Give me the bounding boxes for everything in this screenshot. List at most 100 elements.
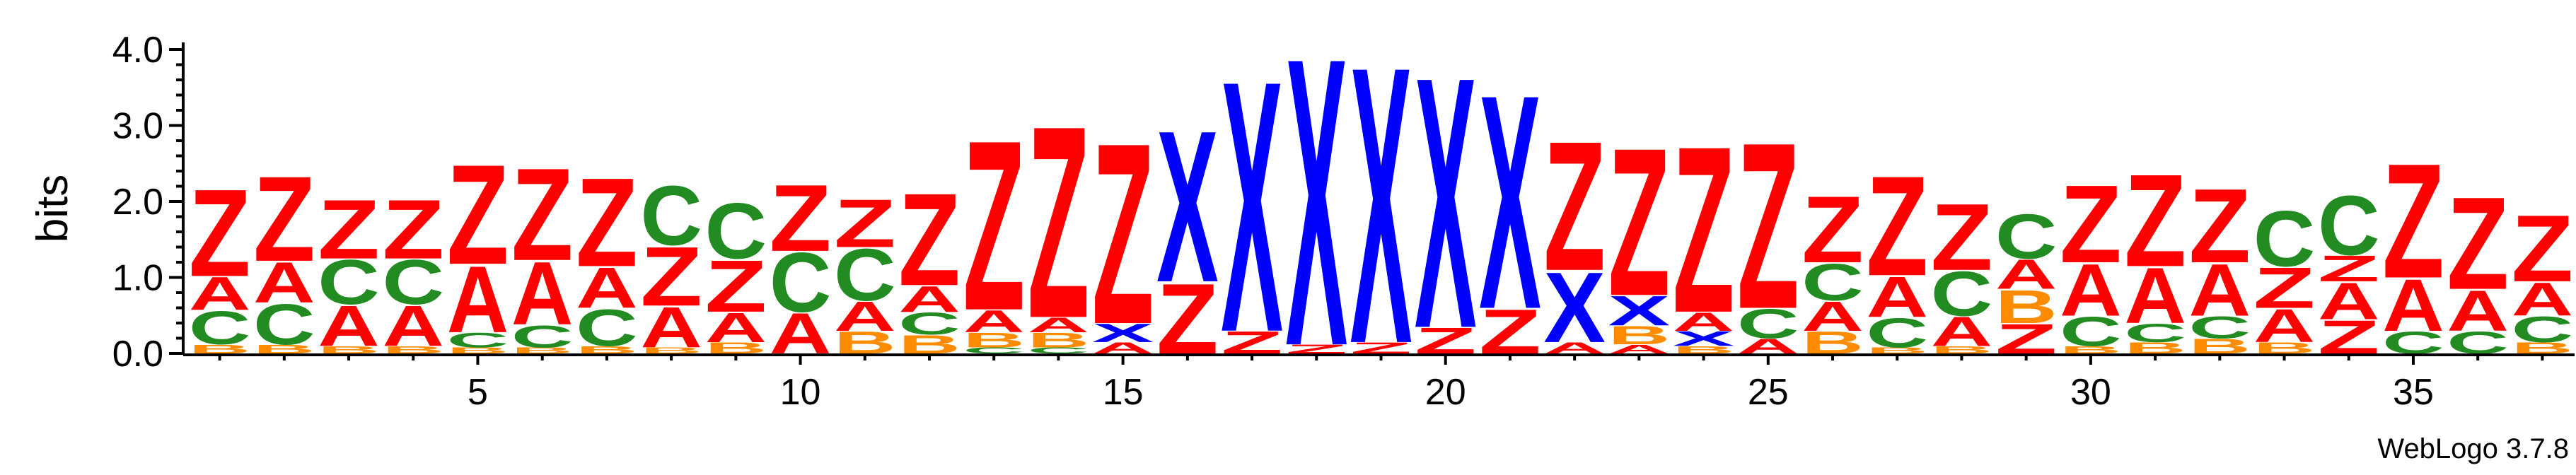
logo-glyph-Z: Z — [1608, 104, 1671, 340]
logo-glyph-Z: Z — [1737, 93, 1799, 358]
logo-glyph-Z: Z — [2382, 129, 2444, 312]
logo-glyph-Z: Z — [2318, 247, 2380, 289]
logo-glyph-Z: Z — [576, 152, 638, 293]
logo-glyph-Z: Z — [770, 165, 832, 271]
logo-glyph-A: A — [2447, 278, 2509, 343]
y-tick-label: 0.0 — [112, 334, 163, 375]
logo-glyph-Z: Z — [382, 182, 444, 276]
logo-glyph-Z: Z — [2124, 147, 2186, 295]
logo-glyph-C: C — [834, 234, 896, 316]
logo-glyph-C: C — [1931, 258, 1993, 329]
axis-layer: 0.0 1.0 2.0 3.0 4.0 5 10 15 20 25 30 35 — [112, 30, 2575, 413]
logo-glyph-A: A — [1931, 308, 1993, 356]
logo-glyph-A: A — [2060, 249, 2122, 331]
logo-glyph-A: A — [1608, 342, 1671, 356]
logo-glyph-A: A — [2253, 299, 2316, 352]
logo-glyph-A: A — [318, 293, 380, 358]
logo-glyph-A: A — [2382, 264, 2444, 346]
logo-glyph-B: B — [253, 342, 315, 356]
logo-glyph-A: A — [253, 250, 315, 315]
logo-glyph-B: B — [1608, 321, 1671, 351]
logo-glyph-Z: Z — [640, 230, 702, 324]
logo-glyph-Z: Z — [834, 184, 896, 262]
logo-glyph-X: X — [1350, 0, 1412, 427]
logo-glyph-A: A — [963, 304, 1025, 339]
logo-glyph-X: X — [1608, 287, 1671, 334]
x-tick-label: 10 — [780, 372, 821, 413]
logo-glyph-A: A — [189, 267, 251, 320]
logo-glyph-B: B — [511, 346, 574, 355]
logo-glyph-C: C — [1802, 253, 1864, 312]
y-tick-label: 3.0 — [112, 106, 163, 147]
logo-glyph-Z: Z — [1028, 69, 1090, 376]
logo-glyph-C: C — [2124, 319, 2186, 348]
logo-glyph-X: X — [1479, 30, 1541, 373]
logo-glyph-X: X — [1286, 0, 1348, 432]
logo-glyph-X: X — [1543, 251, 1606, 363]
logo-glyph-X: X — [1673, 327, 1735, 351]
logo-glyph-A: A — [2189, 249, 2251, 331]
logo-glyph-B: B — [318, 344, 380, 356]
logo-glyph-Z: Z — [318, 182, 380, 276]
logo-glyph-C: C — [318, 247, 380, 318]
logo-glyph-B: B — [1673, 344, 1735, 356]
logo-glyph-B: B — [1866, 346, 1928, 355]
logo-glyph-A: A — [511, 245, 574, 344]
logo-glyph-Z: Z — [189, 164, 251, 303]
logo-glyph-Z: Z — [1543, 102, 1606, 310]
logo-glyph-C: C — [640, 168, 702, 263]
logo-glyph-A: A — [447, 247, 509, 353]
logo-glyph-Z: Z — [2512, 196, 2574, 302]
logo-glyph-B: B — [1028, 328, 1090, 351]
logo-glyph-C: C — [382, 247, 444, 318]
logo-glyph-Z: Z — [2189, 168, 2251, 285]
logo-glyph-Z: Z — [447, 136, 509, 295]
logo-glyph-C: C — [1995, 201, 2058, 272]
x-tick-label: 25 — [1748, 372, 1789, 413]
logo-glyph-Z: Z — [1673, 96, 1735, 362]
logo-glyph-B: B — [1931, 344, 1993, 356]
glyph-layer: BCAZBCAZBACZBACZBCAZBCAZBCAZBAZCBAZCACZB… — [189, 0, 2573, 432]
x-tick-label: 30 — [2070, 372, 2111, 413]
x-tick-label: 20 — [1425, 372, 1466, 413]
logo-glyph-C: C — [770, 235, 832, 330]
logo-glyph-B: B — [576, 344, 638, 356]
logo-glyph-Z: Z — [1866, 147, 1928, 306]
logo-glyph-C: C — [705, 187, 767, 276]
logo-glyph-X: X — [1221, 6, 1283, 407]
logo-glyph-C: C — [2189, 310, 2251, 345]
y-tick-label: 1.0 — [112, 258, 163, 299]
logo-glyph-C: C — [2060, 308, 2122, 356]
logo-glyph-Z: Z — [253, 151, 315, 287]
logo-glyph-C: C — [1028, 346, 1090, 355]
logo-glyph-B: B — [640, 346, 702, 355]
logo-glyph-A: A — [1028, 313, 1090, 336]
logo-glyph-C: C — [189, 301, 251, 354]
logo-glyph-C: C — [253, 292, 315, 357]
logo-glyph-B: B — [189, 342, 251, 356]
logo-glyph-B: B — [963, 328, 1025, 351]
weblogo-credit: WebLogo 3.7.8 — [2377, 433, 2569, 464]
logo-glyph-X: X — [1415, 1, 1477, 403]
logo-glyph-B: B — [2060, 344, 2122, 356]
logo-glyph-A: A — [834, 293, 896, 340]
y-tick-label: 4.0 — [112, 30, 163, 71]
logo-glyph-A: A — [640, 295, 702, 360]
logo-glyph-C: C — [1866, 310, 1928, 357]
logo-glyph-B: B — [447, 346, 509, 355]
logo-glyph-A: A — [2318, 272, 2380, 331]
logo-glyph-Z: Z — [963, 90, 1025, 361]
logo-glyph-A: A — [382, 293, 444, 358]
logo-glyph-Z: Z — [1092, 89, 1154, 377]
logo-glyph-Z: Z — [511, 141, 574, 289]
logo-glyph-Z: Z — [2253, 255, 2316, 320]
logo-glyph-Z: Z — [705, 245, 767, 327]
logo-glyph-C: C — [898, 306, 961, 341]
logo-glyph-A: A — [705, 304, 767, 351]
x-tick-label: 35 — [2393, 372, 2434, 413]
logo-glyph-A: A — [1866, 264, 1928, 329]
logo-glyph-Z: Z — [1286, 342, 1348, 356]
logo-glyph-C: C — [2512, 308, 2574, 350]
